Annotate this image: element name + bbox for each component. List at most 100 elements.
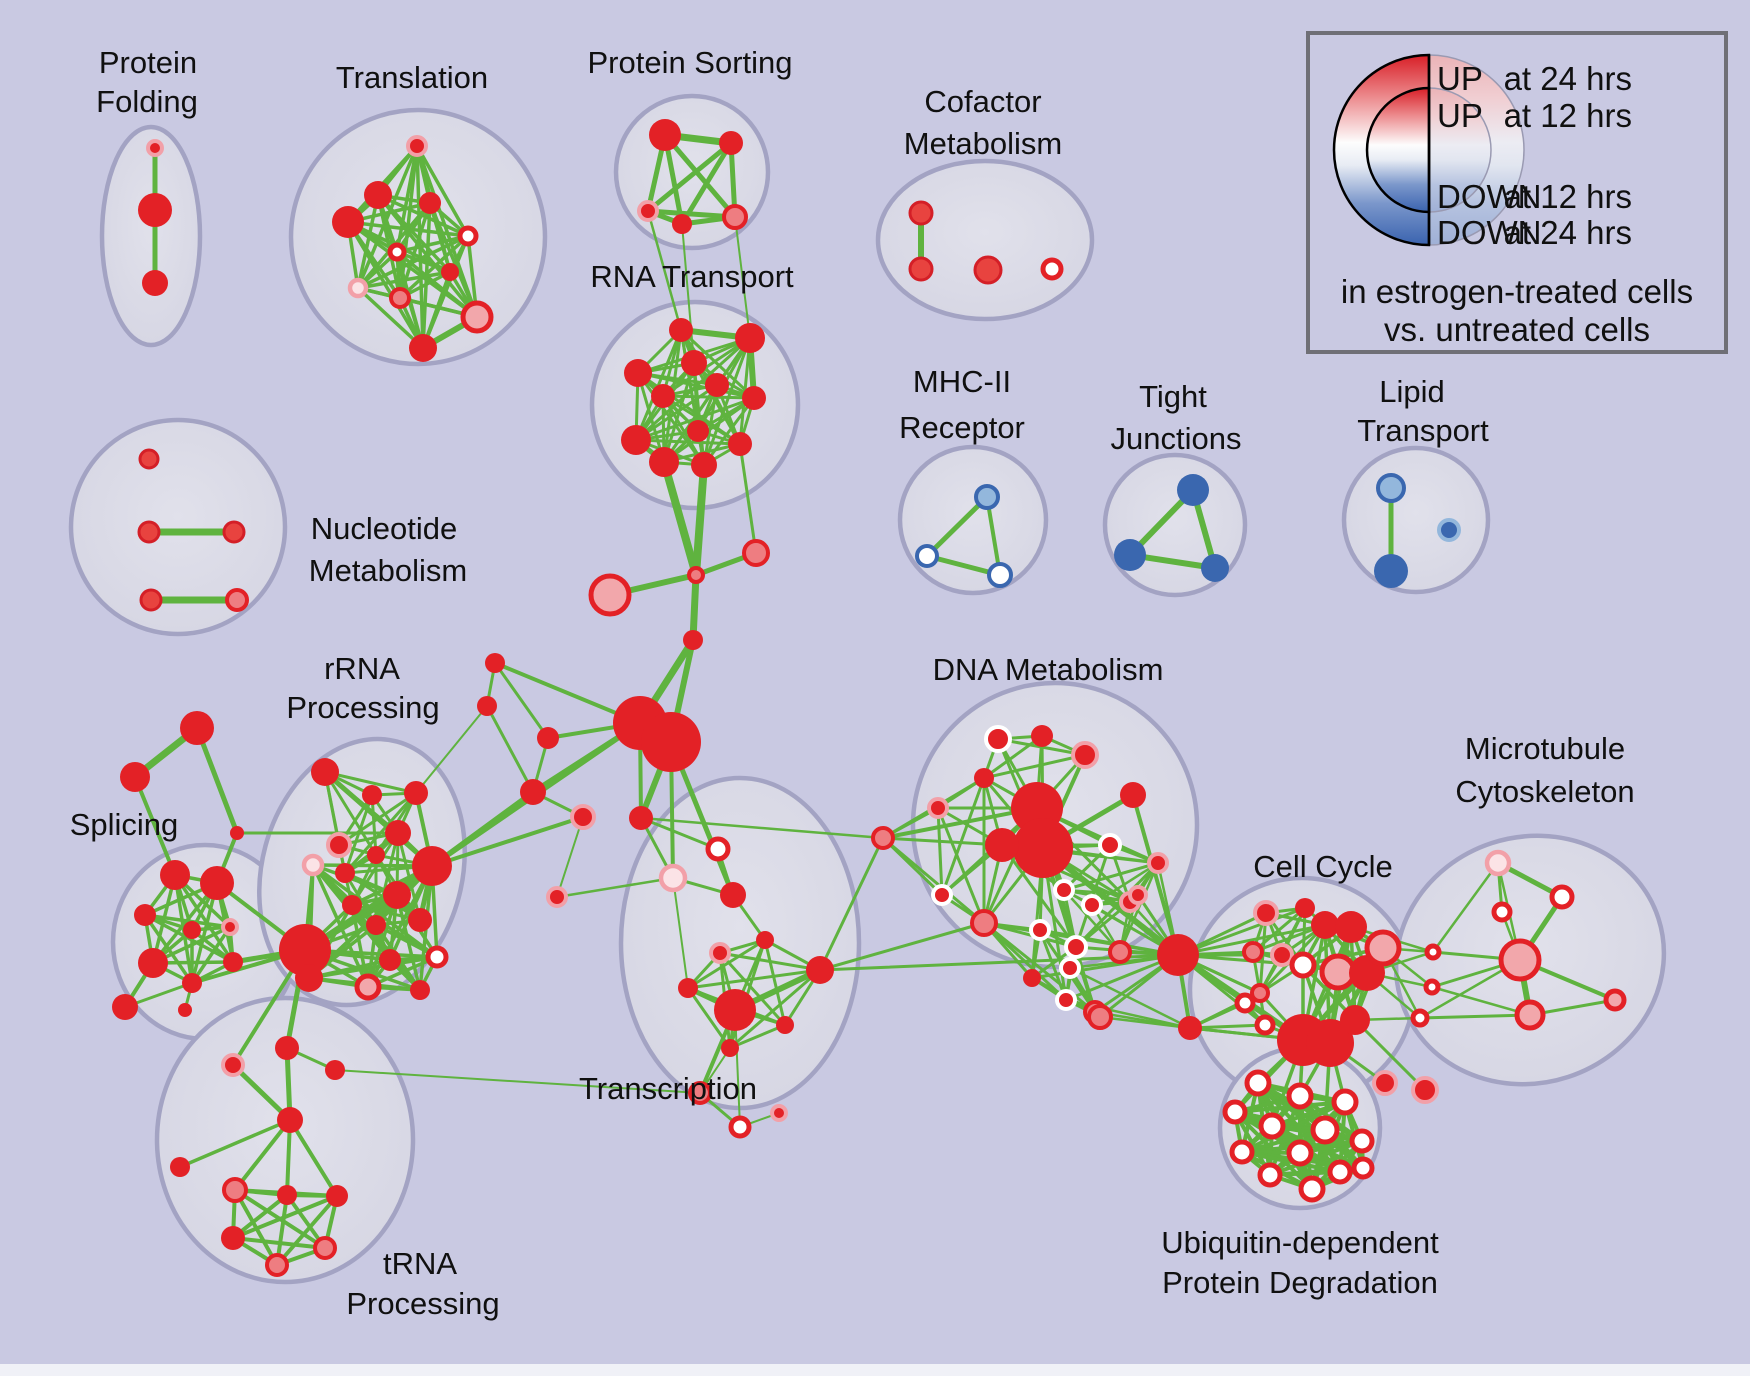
network-edge	[818, 921, 986, 972]
legend-caption: in estrogen-treated cells	[1341, 273, 1693, 310]
network-edge	[679, 328, 756, 400]
node-rt8	[621, 425, 651, 455]
node-x6	[756, 931, 774, 949]
node-rt5	[705, 373, 729, 397]
node-d16	[1064, 935, 1088, 959]
cluster-label: DNA Metabolism	[933, 652, 1164, 687]
network-edge	[660, 458, 700, 579]
node-d3	[1071, 741, 1099, 769]
network-edge	[323, 770, 378, 857]
node-x8	[678, 978, 698, 998]
network-edge	[1068, 966, 1192, 1030]
node-s5	[1087, 1004, 1113, 1030]
legend-time-label: at 12 hrs	[1504, 97, 1632, 134]
node-mt6	[1603, 988, 1627, 1012]
network-edge	[334, 1069, 701, 1094]
node-tr8	[347, 277, 369, 299]
node-pf1	[146, 139, 164, 157]
node-th6	[265, 1253, 289, 1277]
network-edge	[672, 877, 689, 989]
node-u7	[1349, 1128, 1375, 1154]
node-tr4	[419, 192, 441, 214]
legend-caption: vs. untreated cells	[1384, 311, 1650, 348]
node-x15	[770, 1104, 788, 1122]
node-pf3	[142, 270, 168, 296]
cluster-label: Cell Cycle	[1253, 849, 1393, 884]
node-c1	[1253, 900, 1279, 926]
cluster-protein-folding	[99, 124, 203, 348]
node-rn	[279, 924, 331, 976]
node-x13	[688, 1081, 712, 1105]
cluster-lipid-transport	[1341, 445, 1491, 595]
network-edge	[818, 836, 885, 972]
node-c5	[1242, 941, 1264, 963]
legend-box	[1306, 31, 1728, 354]
node-ro	[295, 964, 323, 992]
node-rk	[342, 895, 362, 915]
node-x9	[714, 989, 756, 1031]
network-edge	[493, 661, 550, 740]
node-rt6	[651, 384, 675, 408]
network-edge	[692, 461, 708, 579]
node-d13	[931, 884, 953, 906]
network-edge	[1251, 906, 1307, 954]
node-rj	[383, 881, 411, 909]
node-tr11	[409, 334, 437, 362]
network-edge	[395, 234, 470, 254]
network-edge	[178, 1118, 292, 1169]
network-edge	[639, 816, 885, 840]
node-u12	[1327, 1159, 1353, 1185]
node-t5	[170, 1157, 190, 1177]
network-edge	[190, 881, 219, 985]
node-cf3	[973, 255, 1003, 285]
node-ch	[1157, 934, 1199, 976]
node-x1	[629, 806, 653, 830]
network-edge	[728, 968, 822, 1050]
node-s4	[1059, 957, 1081, 979]
cluster-nucleotide-metabolism	[68, 417, 288, 637]
network-edge	[231, 1236, 327, 1250]
node-c14	[1306, 1019, 1354, 1067]
node-rt3	[624, 359, 652, 387]
node-tr10	[460, 300, 494, 334]
node-cf4	[1040, 257, 1064, 281]
network-edge	[1176, 923, 1327, 957]
legend-time-label: at 12 hrs	[1504, 178, 1632, 215]
node-mh2	[915, 544, 939, 568]
network-edge	[415, 705, 488, 794]
network-edge	[881, 836, 986, 925]
node-ps5	[722, 204, 748, 230]
cluster-label: Translation	[336, 60, 488, 95]
node-b1	[1424, 943, 1442, 961]
node-c10	[1250, 983, 1270, 1003]
network-edge	[1418, 1013, 1532, 1020]
node-sp1	[160, 860, 190, 890]
node-d11	[1147, 852, 1169, 874]
node-c2	[1295, 898, 1315, 918]
node-t4	[277, 1107, 303, 1133]
node-cf1	[908, 200, 934, 226]
node-x4	[720, 882, 746, 908]
node-d14	[970, 909, 998, 937]
network-edge	[940, 776, 986, 897]
node-x12	[721, 1039, 739, 1057]
node-lp1	[1376, 473, 1406, 503]
cluster-transcription	[618, 775, 862, 1111]
node-rm	[408, 908, 432, 932]
node-x10	[806, 956, 834, 984]
cluster-label: Protein	[99, 45, 197, 80]
network-edge	[681, 223, 695, 364]
network-edge	[323, 770, 418, 795]
network-edge	[679, 140, 734, 227]
cluster-label: Tight	[1139, 379, 1207, 414]
node-m1	[683, 630, 703, 650]
node-u2	[1286, 1082, 1314, 1110]
node-sp6	[138, 948, 168, 978]
node-u11	[1257, 1162, 1283, 1188]
network-edge	[1430, 985, 1532, 1017]
network-edge	[718, 951, 822, 972]
node-db	[871, 826, 895, 850]
node-u6	[1310, 1115, 1340, 1145]
node-sp2	[200, 866, 234, 900]
